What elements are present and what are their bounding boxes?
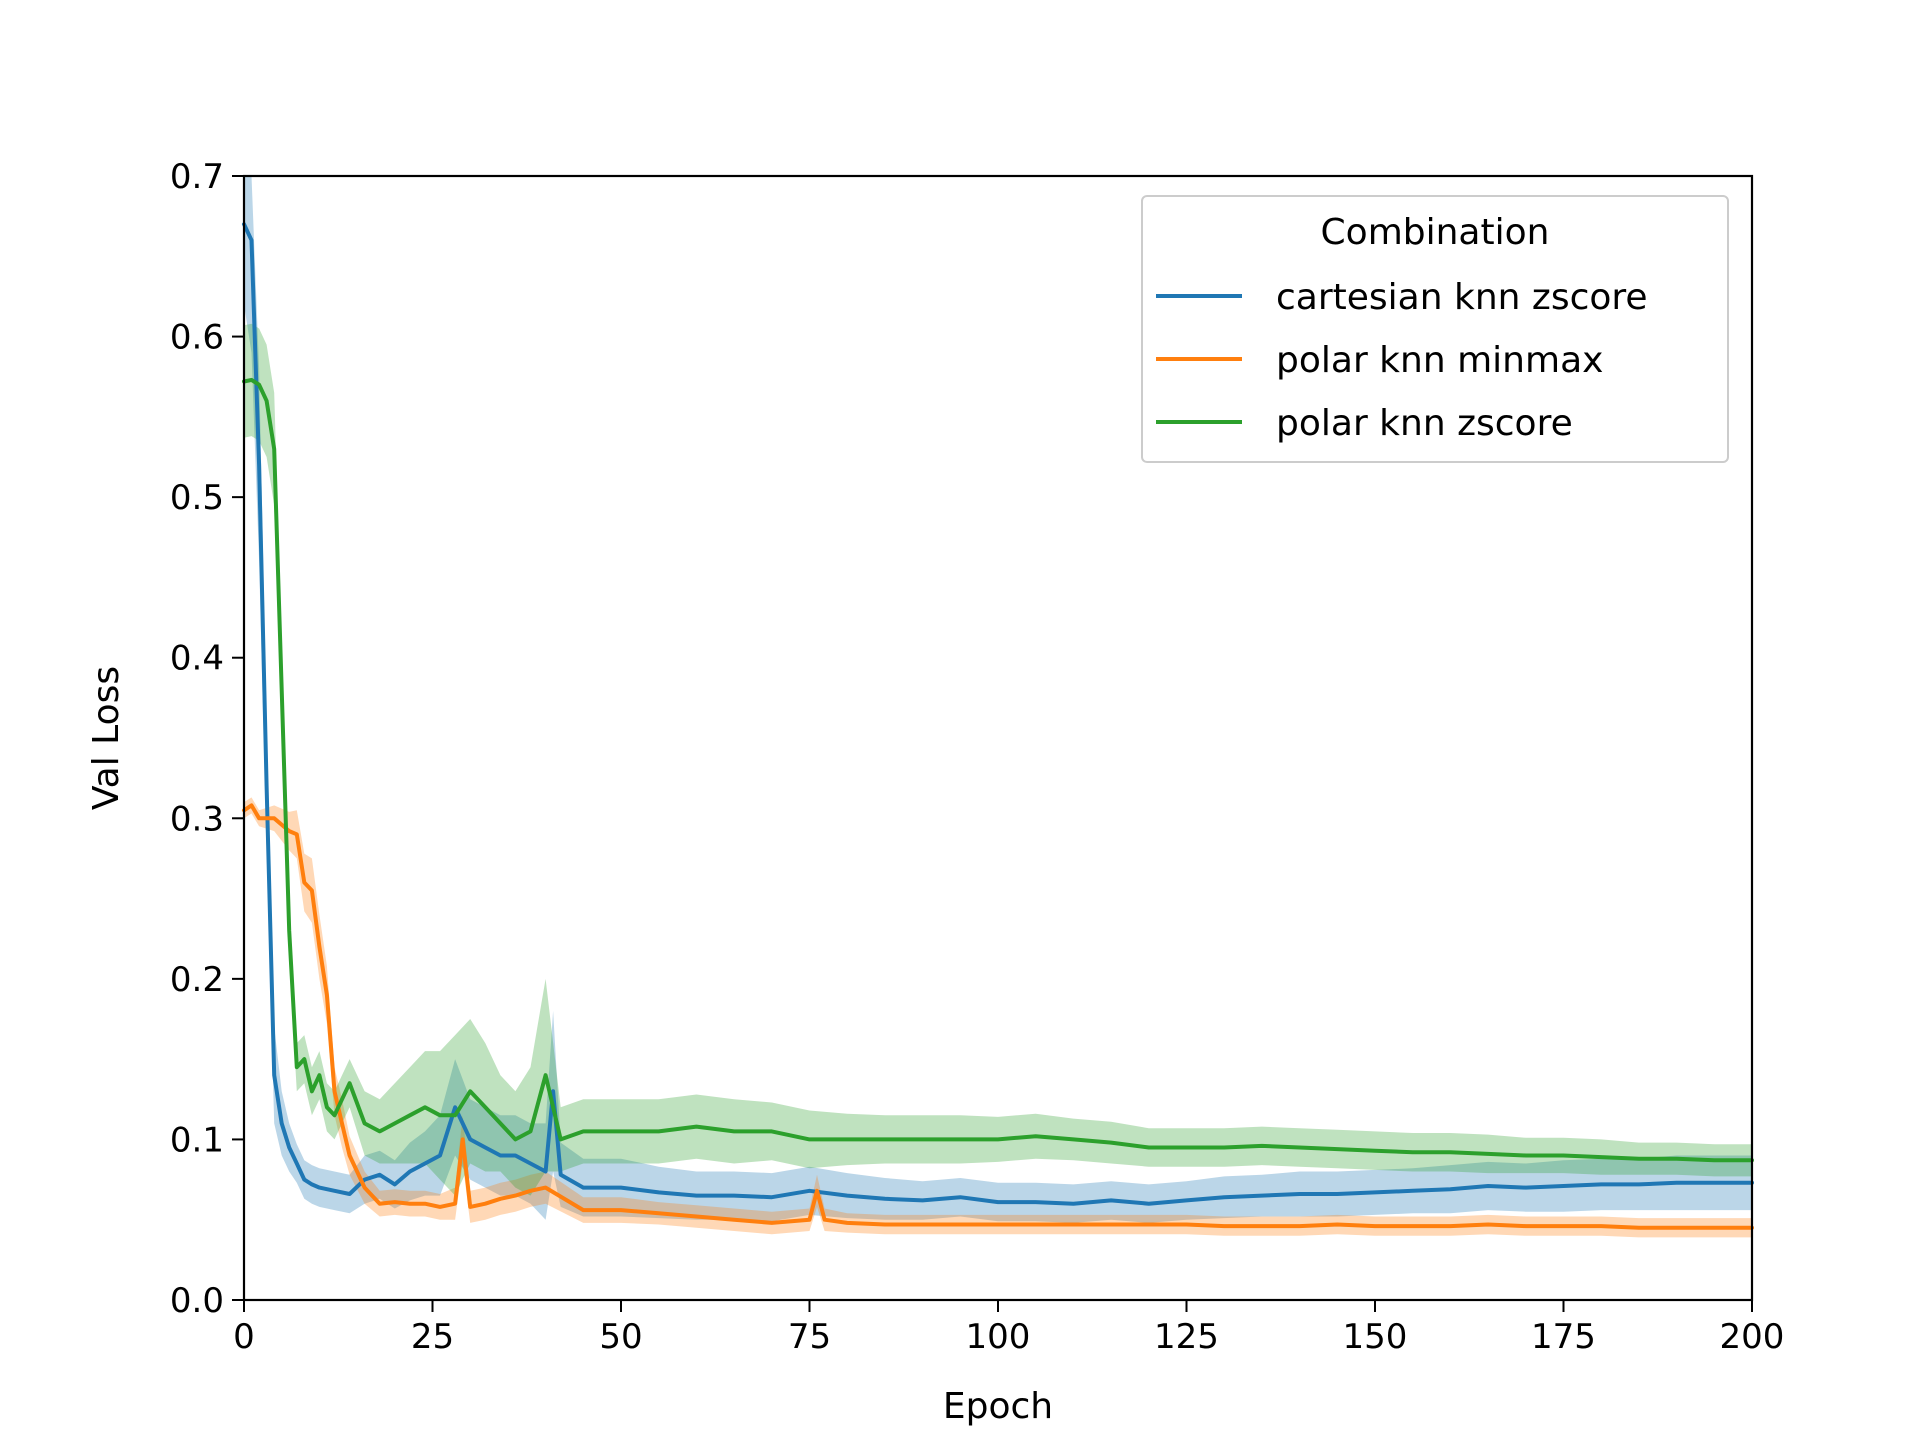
legend-entries: cartesian knn zscore polar knn minmax pola… bbox=[1156, 277, 1648, 444]
legend-label: cartesian knn zscore bbox=[1276, 277, 1648, 318]
legend-label: polar knn minmax bbox=[1276, 340, 1603, 381]
y-tick-label: 0.1 bbox=[170, 1120, 224, 1160]
band-series-3 bbox=[244, 323, 1752, 1196]
y-tick-label: 0.6 bbox=[170, 318, 224, 358]
x-tick-label: 175 bbox=[1531, 1317, 1596, 1357]
x-tick-label: 200 bbox=[1720, 1317, 1785, 1357]
confidence-bands bbox=[244, 176, 1752, 1238]
legend-label: polar knn zscore bbox=[1276, 403, 1573, 444]
y-tick-label: 0.3 bbox=[170, 799, 224, 839]
x-axis-ticks: 0 25 50 75 100 125 150 175 200 bbox=[233, 1300, 1784, 1357]
y-tick-label: 0.0 bbox=[170, 1281, 224, 1321]
line-series-1 bbox=[242, 222, 1754, 1206]
y-tick-label: 0.7 bbox=[170, 157, 224, 197]
band-series-2 bbox=[244, 797, 1752, 1238]
line-series-3 bbox=[242, 377, 1754, 1163]
x-tick-label: 150 bbox=[1343, 1317, 1408, 1357]
legend-box bbox=[1141, 195, 1729, 463]
y-axis-ticks: 0.0 0.1 0.2 0.3 0.4 0.5 0.6 0.7 bbox=[170, 157, 244, 1321]
y-tick-label: 0.5 bbox=[170, 478, 224, 518]
y-tick-label: 0.4 bbox=[170, 639, 224, 679]
x-tick-label: 50 bbox=[599, 1317, 642, 1357]
x-tick-label: 0 bbox=[233, 1317, 255, 1357]
y-tick-label: 0.2 bbox=[170, 960, 224, 1000]
x-tick-label: 25 bbox=[411, 1317, 454, 1357]
series-lines bbox=[242, 222, 1754, 1230]
x-axis-title: Epoch bbox=[943, 1386, 1053, 1427]
legend-title: Combination bbox=[1321, 212, 1550, 253]
line-series-2 bbox=[242, 803, 1754, 1230]
legend: Combination cartesian knn zscore polar kn… bbox=[1141, 195, 1729, 463]
x-tick-label: 100 bbox=[966, 1317, 1031, 1357]
x-tick-label: 125 bbox=[1154, 1317, 1219, 1357]
x-tick-label: 75 bbox=[788, 1317, 831, 1357]
y-axis-title: Val Loss bbox=[86, 666, 127, 810]
